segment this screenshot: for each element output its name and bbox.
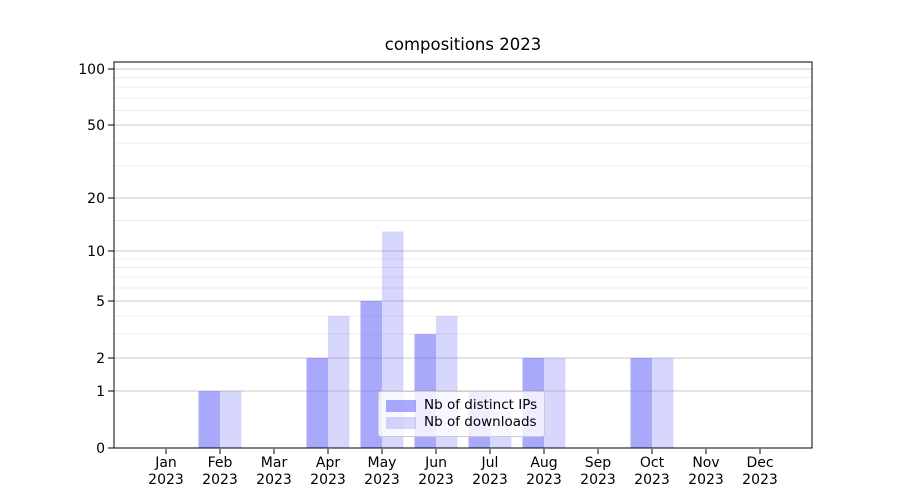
x-tick-label-year-dec: 2023: [742, 472, 778, 488]
bar-downloads-aug: [544, 357, 566, 448]
x-tick-label-year-sep: 2023: [580, 472, 616, 488]
bar-downloads-oct: [652, 357, 674, 448]
x-tick-label-month-apr: Apr: [316, 455, 340, 471]
x-tick-label-year-oct: 2023: [634, 472, 670, 488]
x-tick-label-month-oct: Oct: [640, 455, 665, 471]
plot-frame: [113, 61, 813, 449]
x-tick-label-year-jan: 2023: [148, 472, 184, 488]
y-tick-label-0: 0: [96, 441, 105, 457]
chart-title: compositions 2023: [384, 35, 542, 54]
bar-distinct-ips-feb: [198, 391, 220, 448]
legend-label-distinct-ips: Nb of distinct IPs: [424, 397, 538, 413]
y-tick-label-5: 5: [96, 294, 105, 310]
y-tick-label-10: 10: [87, 244, 105, 260]
x-tick-label-month-aug: Aug: [530, 455, 557, 471]
y-tick-label-20: 20: [87, 191, 105, 207]
x-tick-label-month-sep: Sep: [585, 455, 612, 471]
x-tick-label-year-mar: 2023: [256, 472, 292, 488]
legend-label-downloads: Nb of downloads: [424, 414, 537, 430]
x-tick-label-year-apr: 2023: [310, 472, 346, 488]
x-tick-label-year-jul: 2023: [472, 472, 508, 488]
y-tick-label-2: 2: [96, 351, 105, 367]
x-tick-label-month-dec: Dec: [746, 455, 773, 471]
legend: Nb of distinct IPs Nb of downloads: [378, 391, 545, 437]
x-tick-label-month-jun: Jun: [424, 455, 447, 471]
bar-distinct-ips-apr: [306, 357, 328, 448]
y-tick-label-100: 100: [78, 62, 105, 78]
bar-downloads-feb: [220, 391, 242, 448]
bar-downloads-apr: [328, 315, 350, 448]
x-tick-label-month-feb: Feb: [208, 455, 233, 471]
x-tick-label-month-nov: Nov: [692, 455, 719, 471]
x-tick-label-year-jun: 2023: [418, 472, 454, 488]
legend-swatch-downloads: [386, 416, 416, 429]
x-tick-label-year-aug: 2023: [526, 472, 562, 488]
legend-item-downloads: Nb of downloads: [386, 414, 538, 431]
legend-item-distinct-ips: Nb of distinct IPs: [386, 397, 538, 414]
x-tick-label-month-may: May: [368, 455, 397, 471]
x-tick-label-month-jan: Jan: [154, 455, 177, 471]
x-tick-label-month-jul: Jul: [481, 455, 499, 471]
legend-swatch-distinct-ips: [386, 399, 416, 412]
y-tick-label-1: 1: [96, 384, 105, 400]
y-tick-label-50: 50: [87, 118, 105, 134]
x-tick-label-month-mar: Mar: [261, 455, 288, 471]
bar-distinct-ips-oct: [630, 357, 652, 448]
bar-distinct-ips-may: [360, 300, 382, 448]
x-tick-label-year-nov: 2023: [688, 472, 724, 488]
x-tick-label-year-may: 2023: [364, 472, 400, 488]
x-tick-label-year-feb: 2023: [202, 472, 238, 488]
